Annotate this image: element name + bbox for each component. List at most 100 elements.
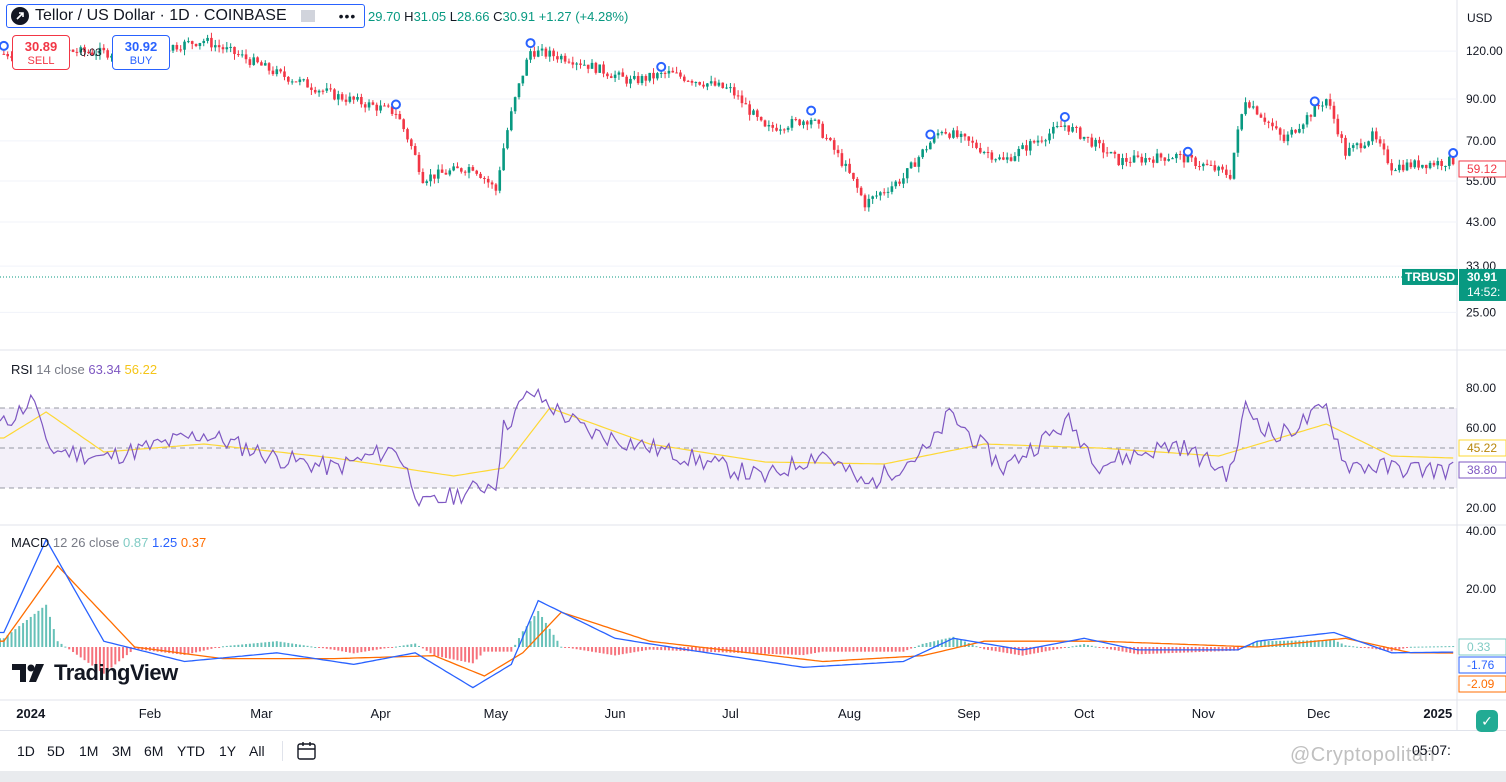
trading-chart[interactable]: 120.0090.0070.0055.0043.0033.0025.00TRBU… bbox=[0, 0, 1506, 730]
macd-hist-bar bbox=[641, 647, 644, 651]
more-dots-icon[interactable]: ••• bbox=[338, 8, 357, 24]
macd-hist-bar bbox=[802, 647, 805, 656]
macd-hist-bar bbox=[218, 647, 221, 648]
macd-hist-bar bbox=[1221, 647, 1224, 652]
rsi-legend[interactable]: RSI 14 close 63.34 56.22 bbox=[11, 362, 157, 377]
candle-body bbox=[525, 59, 528, 76]
candle-body bbox=[83, 47, 86, 52]
candle-body bbox=[756, 110, 759, 117]
macd-hist-bar bbox=[821, 647, 824, 652]
candle-body bbox=[675, 72, 678, 74]
macd-hist-bar bbox=[548, 628, 551, 647]
ticker-tag-label: TRBUSD bbox=[1405, 270, 1455, 284]
candle-body bbox=[644, 76, 648, 81]
macd-hist-bar bbox=[6, 635, 9, 647]
candle-body bbox=[402, 119, 405, 130]
candle-body bbox=[1201, 163, 1205, 167]
range-ytd-button[interactable]: YTD bbox=[177, 743, 205, 759]
range-1d-button[interactable]: 1D bbox=[17, 743, 35, 759]
candle-body bbox=[1148, 158, 1151, 160]
clock-display[interactable]: 05:07: bbox=[1412, 742, 1451, 758]
spread-value: 0.03 bbox=[80, 47, 102, 59]
macd-hist-bar bbox=[375, 647, 378, 650]
range-1y-button[interactable]: 1Y bbox=[219, 743, 237, 759]
macd-hist-bar bbox=[810, 647, 813, 654]
currency-label[interactable]: USD bbox=[1467, 11, 1493, 25]
macd-hist-bar bbox=[840, 647, 843, 652]
macd-line bbox=[0, 538, 1454, 689]
candle-body bbox=[802, 121, 805, 126]
candle-body bbox=[740, 95, 744, 104]
candle-body bbox=[586, 64, 590, 69]
range-5d-button[interactable]: 5D bbox=[47, 743, 65, 759]
flag-icon[interactable] bbox=[300, 10, 315, 22]
alert-check-icon[interactable]: ✓ bbox=[1476, 710, 1498, 732]
candle-body bbox=[717, 82, 721, 86]
time-axis-label: Feb bbox=[139, 706, 161, 721]
candle-body bbox=[729, 87, 732, 89]
candle-body bbox=[971, 140, 974, 143]
macd-hist-bar bbox=[498, 647, 501, 652]
macd-hist-bar bbox=[1321, 640, 1324, 647]
candle-body bbox=[175, 44, 179, 50]
candle-body bbox=[6, 53, 9, 57]
candle-body bbox=[667, 70, 671, 74]
buy-button[interactable]: 30.92 BUY bbox=[112, 35, 170, 70]
candle-body bbox=[656, 73, 659, 79]
candle-body bbox=[317, 90, 321, 93]
macd-hist-bar bbox=[1375, 647, 1378, 650]
candle-body bbox=[287, 76, 290, 82]
candle-body bbox=[198, 43, 202, 47]
candle-body bbox=[509, 111, 513, 131]
candle-body bbox=[106, 50, 109, 58]
candle-body bbox=[456, 166, 459, 169]
macd-hist-bar bbox=[502, 647, 505, 652]
macd-hist-bar bbox=[302, 645, 305, 647]
horizontal-scrollbar[interactable] bbox=[0, 771, 1506, 782]
candle-body bbox=[1163, 157, 1167, 161]
range-3m-button[interactable]: 3M bbox=[112, 743, 132, 759]
symbol-selector[interactable]: Tellor / US Dollar · 1D · COINBASE ••• bbox=[6, 4, 366, 28]
macd-hist-bar bbox=[264, 642, 267, 647]
macd-hist-bar bbox=[1029, 647, 1032, 655]
candle-body bbox=[1348, 147, 1351, 156]
macd-hist-bar bbox=[1309, 640, 1312, 647]
range-1m-button[interactable]: 1M bbox=[79, 743, 99, 759]
macd-hist-bar bbox=[1110, 647, 1113, 650]
candle-body bbox=[279, 69, 282, 72]
sell-label: SELL bbox=[27, 55, 55, 67]
macd-hist-bar bbox=[1409, 646, 1412, 648]
high-value: 31.05 bbox=[413, 9, 447, 24]
macd-legend[interactable]: MACD 12 26 close 0.87 1.25 0.37 bbox=[11, 535, 206, 550]
candle-body bbox=[1374, 131, 1378, 140]
range-all-button[interactable]: All bbox=[249, 743, 265, 759]
macd-hist-bar bbox=[202, 647, 205, 651]
candle-body bbox=[686, 80, 690, 82]
macd-hist-bar bbox=[1340, 643, 1343, 647]
candle-body bbox=[840, 153, 844, 166]
macd-hist-bar bbox=[195, 647, 198, 653]
macd-hist-bar bbox=[1332, 640, 1335, 647]
range-6m-button[interactable]: 6M bbox=[144, 743, 164, 759]
macd-hist-bar bbox=[252, 643, 255, 647]
candle-body bbox=[252, 57, 256, 65]
macd-hist-bar bbox=[564, 647, 567, 648]
macd-hist-bar bbox=[329, 647, 332, 650]
candle-body bbox=[1324, 99, 1328, 106]
macd-hist-bar bbox=[521, 631, 524, 647]
macd-hist-bar bbox=[1452, 646, 1455, 648]
candle-body bbox=[940, 132, 944, 134]
candle-body bbox=[210, 37, 213, 48]
macd-hist-bar bbox=[1063, 647, 1066, 648]
brand-name: TradingView bbox=[54, 660, 178, 685]
candle-body bbox=[825, 137, 828, 139]
macd-hist-bar bbox=[64, 646, 67, 648]
candle-body bbox=[782, 129, 786, 131]
macd-signal-tag-label: -2.09 bbox=[1467, 677, 1495, 691]
candle-body bbox=[1317, 105, 1320, 107]
macd-hist-bar bbox=[687, 647, 690, 652]
macd-hist-bar bbox=[1329, 640, 1332, 647]
date-range-icon[interactable] bbox=[296, 741, 318, 761]
tradingview-logo[interactable]: TradingView bbox=[12, 660, 178, 686]
sell-button[interactable]: 30.89 SELL bbox=[12, 35, 70, 70]
